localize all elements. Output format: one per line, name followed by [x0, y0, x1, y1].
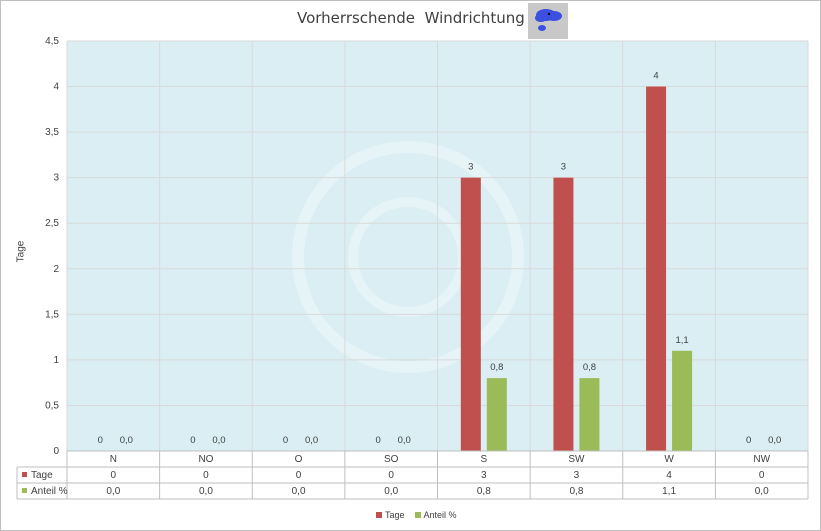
x-tick-label: S	[480, 454, 487, 465]
table-cell: 0,0	[199, 486, 213, 497]
legend-swatch-tage	[376, 512, 382, 518]
bar-anteil	[579, 378, 600, 451]
x-tick-label: W	[664, 454, 674, 465]
y-tick-label: 3	[53, 173, 59, 184]
bar-tage	[646, 86, 667, 452]
data-label: 0	[746, 435, 751, 446]
table-cell: 4	[666, 470, 672, 481]
table-series-swatch	[22, 488, 27, 493]
y-tick-label: 4	[53, 82, 59, 93]
legend-label-anteil: Anteil %	[423, 510, 457, 520]
data-label: 0,8	[583, 362, 596, 373]
cloud-icon	[528, 3, 568, 39]
table-cell: 0,0	[292, 486, 306, 497]
bar-anteil	[486, 378, 507, 451]
watermark-ring	[292, 141, 524, 373]
table-cell: 3	[481, 470, 487, 481]
bar-tage	[553, 177, 574, 451]
legend-label-tage: Tage	[385, 510, 405, 520]
y-tick-label: 4,5	[45, 36, 59, 47]
table-cell: 0	[111, 470, 117, 481]
x-tick-label: SW	[568, 454, 585, 465]
table-cell: 0	[759, 470, 765, 481]
data-label: 0,0	[768, 435, 781, 446]
data-label: 0,0	[120, 435, 133, 446]
y-tick-label: 1,5	[45, 309, 59, 320]
y-tick-label: 0	[53, 446, 59, 457]
legend-item-anteil: Anteil %	[414, 510, 457, 520]
x-tick-label: N	[110, 454, 117, 465]
data-label: 0,0	[212, 435, 225, 446]
table-cell: 0,0	[106, 486, 120, 497]
table-cell: 0,0	[384, 486, 398, 497]
table-series-swatch	[22, 472, 27, 477]
data-label: 0	[376, 435, 381, 446]
data-label: 1,1	[675, 335, 688, 346]
table-cell: 0	[388, 470, 394, 481]
table-cell: 0,8	[477, 486, 491, 497]
data-label: 0,0	[305, 435, 318, 446]
data-label: 0	[283, 435, 288, 446]
data-label: 0,0	[398, 435, 411, 446]
legend-item-tage: Tage	[376, 510, 405, 520]
y-tick-label: 2	[53, 264, 59, 275]
bar-anteil	[672, 350, 693, 451]
y-tick-label: 1	[53, 355, 59, 366]
data-label: 0,8	[490, 362, 503, 373]
y-tick-label: 2,5	[45, 218, 59, 229]
legend-swatch-anteil	[414, 512, 421, 518]
x-tick-label: SO	[384, 454, 399, 465]
data-label: 0	[190, 435, 195, 446]
data-label: 3	[468, 162, 473, 173]
table-cell: 0	[296, 470, 302, 481]
table-cell: 0,0	[755, 486, 769, 497]
table-cell: 1,1	[662, 486, 676, 497]
y-tick-label: 0,5	[45, 400, 59, 411]
x-tick-label: NO	[198, 454, 213, 465]
table-series-name: Tage	[31, 470, 53, 481]
table-cell: 0	[203, 470, 209, 481]
table-cell: 0,8	[569, 486, 583, 497]
table-cell: 3	[574, 470, 580, 481]
y-tick-label: 3,5	[45, 127, 59, 138]
bar-tage	[460, 177, 481, 451]
legend: Tage Anteil %	[376, 510, 457, 520]
x-tick-label: O	[295, 454, 303, 465]
data-label: 4	[653, 71, 658, 82]
data-label: 3	[561, 162, 566, 173]
data-label: 0	[98, 435, 103, 446]
table-series-name: Anteil %	[31, 486, 68, 497]
x-tick-label: NW	[753, 454, 770, 465]
